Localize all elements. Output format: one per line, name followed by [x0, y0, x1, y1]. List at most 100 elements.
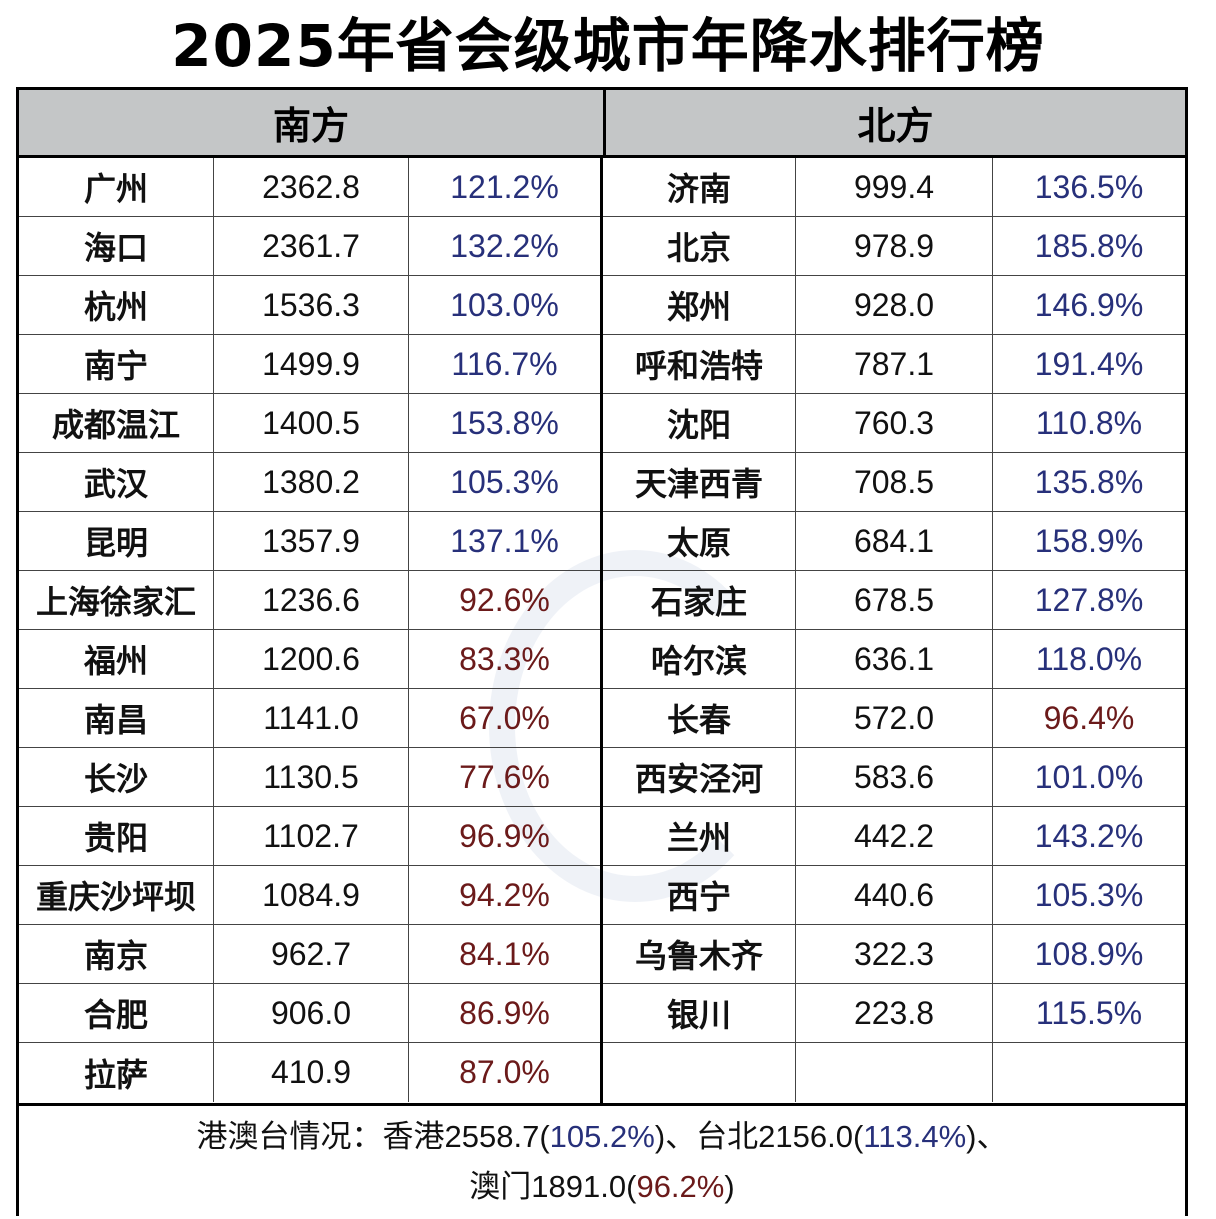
- percent-of-normal: 77.6%: [459, 758, 550, 795]
- table-row: 合肥 906.0 86.9%: [19, 984, 600, 1043]
- city-name: 郑州: [603, 276, 796, 334]
- percent-of-normal: 83.3%: [459, 640, 550, 677]
- percent-of-normal: 185.8%: [1034, 227, 1144, 264]
- city-name: [603, 1043, 796, 1102]
- city-name: 长春: [603, 689, 796, 747]
- percent-of-normal: 84.1%: [459, 935, 550, 972]
- percent-of-normal: 101.0%: [1034, 758, 1144, 795]
- percent-of-normal: 158.9%: [1034, 522, 1144, 559]
- table-row: 福州 1200.6 83.3%: [19, 630, 600, 689]
- table-row: [603, 1043, 1185, 1102]
- city-name: 福州: [19, 630, 214, 688]
- percent-of-normal: 135.8%: [1034, 463, 1144, 500]
- table-row: 上海徐家汇 1236.6 92.6%: [19, 571, 600, 630]
- rainfall-value: 2362.8: [214, 158, 409, 216]
- percent-of-normal: [993, 1043, 1185, 1102]
- percent-of-normal: 132.2%: [450, 227, 559, 264]
- percent-of-normal: 103.0%: [450, 286, 559, 323]
- taipei-value: 2156.0: [758, 1119, 853, 1154]
- city-name: 昆明: [19, 512, 214, 570]
- city-name: 拉萨: [19, 1043, 214, 1102]
- city-name: 重庆沙坪坝: [19, 866, 214, 924]
- city-name: 西宁: [603, 866, 796, 924]
- rainfall-value: 442.2: [796, 807, 993, 865]
- city-name: 哈尔滨: [603, 630, 796, 688]
- hk-pct: 105.2%: [549, 1119, 655, 1154]
- table-header-row: 南方 北方: [19, 90, 1185, 158]
- rainfall-value: 962.7: [214, 925, 409, 983]
- city-name: 乌鲁木齐: [603, 925, 796, 983]
- table-row: 沈阳 760.3 110.8%: [603, 394, 1185, 453]
- city-name: 海口: [19, 217, 214, 275]
- percent-of-normal: 110.8%: [1035, 404, 1143, 441]
- rainfall-value: 1499.9: [214, 335, 409, 393]
- city-name: 武汉: [19, 453, 214, 511]
- city-name: 上海徐家汇: [19, 571, 214, 629]
- percent-of-normal: 94.2%: [459, 876, 550, 913]
- footer-line-1: 港澳台情况：香港2558.7(105.2%)、台北2156.0(113.4%)、: [196, 1119, 1008, 1154]
- hk-name: 香港: [382, 1119, 445, 1154]
- city-name: 合肥: [19, 984, 214, 1042]
- city-name: 贵阳: [19, 807, 214, 865]
- city-name: 南宁: [19, 335, 214, 393]
- rainfall-value: 1380.2: [214, 453, 409, 511]
- table-row: 拉萨 410.9 87.0%: [19, 1043, 600, 1102]
- percent-of-normal: 105.3%: [450, 463, 559, 500]
- percent-of-normal: 121.2%: [450, 168, 559, 205]
- separator: 、: [665, 1119, 697, 1154]
- table-row: 南宁 1499.9 116.7%: [19, 335, 600, 394]
- city-name: 石家庄: [603, 571, 796, 629]
- hk-value: 2558.7: [444, 1119, 540, 1154]
- table-row: 贵阳 1102.7 96.9%: [19, 807, 600, 866]
- table-row: 南昌 1141.0 67.0%: [19, 689, 600, 748]
- rainfall-value: 2361.7: [214, 217, 409, 275]
- table-row: 昆明 1357.9 137.1%: [19, 512, 600, 571]
- rainfall-value: 999.4: [796, 158, 993, 216]
- north-column-group: 济南 999.4 136.5% 北京 978.9 185.8% 郑州 928.0…: [603, 158, 1185, 1103]
- rainfall-value: 1236.6: [214, 571, 409, 629]
- city-name: 杭州: [19, 276, 214, 334]
- table-row: 天津西青 708.5 135.8%: [603, 453, 1185, 512]
- macau-pct: 96.2%: [636, 1169, 725, 1204]
- rainfall-value: 1536.3: [214, 276, 409, 334]
- rainfall-value: 684.1: [796, 512, 993, 570]
- city-name: 长沙: [19, 748, 214, 806]
- percent-of-normal: 153.8%: [450, 404, 559, 441]
- table-row: 成都温江 1400.5 153.8%: [19, 394, 600, 453]
- city-name: 南昌: [19, 689, 214, 747]
- city-name: 兰州: [603, 807, 796, 865]
- rainfall-value: 978.9: [796, 217, 993, 275]
- percent-of-normal: 115.5%: [1035, 994, 1143, 1031]
- table-row: 郑州 928.0 146.9%: [603, 276, 1185, 335]
- rainfall-value: 760.3: [796, 394, 993, 452]
- city-name: 呼和浩特: [603, 335, 796, 393]
- table-row: 长沙 1130.5 77.6%: [19, 748, 600, 807]
- rainfall-value: 322.3: [796, 925, 993, 983]
- percent-of-normal: 86.9%: [459, 994, 550, 1031]
- table-row: 北京 978.9 185.8%: [603, 217, 1185, 276]
- percent-of-normal: 116.7%: [451, 345, 558, 382]
- percent-of-normal: 92.6%: [459, 581, 550, 618]
- city-name: 西安泾河: [603, 748, 796, 806]
- rainfall-value: 1084.9: [214, 866, 409, 924]
- table-row: 重庆沙坪坝 1084.9 94.2%: [19, 866, 600, 925]
- percent-of-normal: 96.4%: [1043, 699, 1135, 736]
- page-title: 2025年省会级城市年降水排行榜: [171, 12, 1045, 80]
- rainfall-value: 572.0: [796, 689, 993, 747]
- city-name: 沈阳: [603, 394, 796, 452]
- rainfall-value: 1400.5: [214, 394, 409, 452]
- rainfall-value: 906.0: [214, 984, 409, 1042]
- table-row: 兰州 442.2 143.2%: [603, 807, 1185, 866]
- footer-line-2: 澳门1891.0(96.2%): [469, 1169, 735, 1204]
- table-row: 南京 962.7 84.1%: [19, 925, 600, 984]
- rainfall-ranking-table: 南方 北方 广州 2362.8 121.2% 海口 2361.7 132.2% …: [16, 87, 1188, 1216]
- taipei-name: 台北: [696, 1119, 759, 1154]
- city-name: 成都温江: [19, 394, 214, 452]
- table-body: 广州 2362.8 121.2% 海口 2361.7 132.2% 杭州 153…: [19, 158, 1185, 1103]
- table-row: 海口 2361.7 132.2%: [19, 217, 600, 276]
- table-row: 石家庄 678.5 127.8%: [603, 571, 1185, 630]
- table-row: 哈尔滨 636.1 118.0%: [603, 630, 1185, 689]
- hk-macau-taiwan-note: 港澳台情况：香港2558.7(105.2%)、台北2156.0(113.4%)、…: [19, 1103, 1185, 1219]
- city-name: 广州: [19, 158, 214, 216]
- city-name: 银川: [603, 984, 796, 1042]
